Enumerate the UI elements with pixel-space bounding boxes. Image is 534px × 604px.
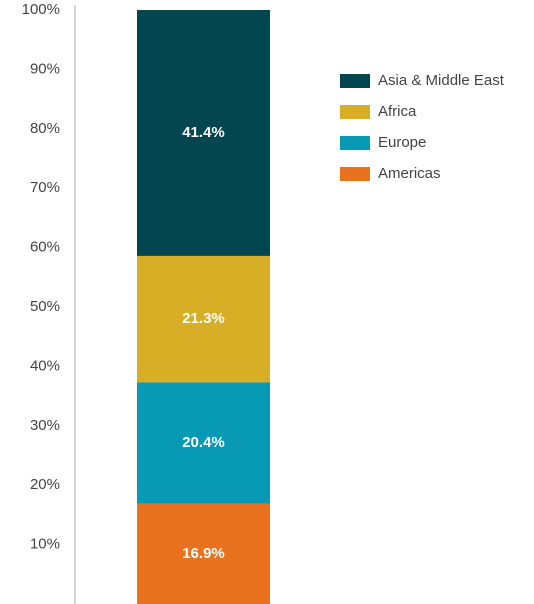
y-tick-label: 70%	[30, 179, 60, 196]
legend-swatch	[340, 74, 370, 88]
legend-swatch	[340, 136, 370, 150]
legend-label: Europe	[378, 134, 426, 151]
y-tick-label: 80%	[30, 120, 60, 137]
legend-label: Asia & Middle East	[378, 72, 505, 89]
y-tick-label: 20%	[30, 476, 60, 493]
y-tick-label: 40%	[30, 357, 60, 374]
data-label: 41.4%	[182, 124, 225, 141]
y-tick-label: 30%	[30, 417, 60, 434]
y-tick-label: 10%	[30, 536, 60, 553]
data-label: 20.4%	[182, 434, 225, 451]
legend-label: Americas	[378, 165, 441, 182]
legend-swatch	[340, 105, 370, 119]
y-tick-label: 60%	[30, 239, 60, 256]
y-tick-label: 100%	[22, 1, 60, 18]
chart: 10% 20% 30% 40% 50% 60% 70% 80% 90% 100% 16.9% 20.4…	[0, 0, 534, 604]
y-tick-label: 90%	[30, 60, 60, 77]
legend-label: Africa	[378, 103, 417, 120]
data-label: 16.9%	[182, 545, 225, 562]
y-tick-label: 50%	[30, 298, 60, 315]
legend-swatch	[340, 167, 370, 181]
data-label: 21.3%	[182, 310, 225, 327]
